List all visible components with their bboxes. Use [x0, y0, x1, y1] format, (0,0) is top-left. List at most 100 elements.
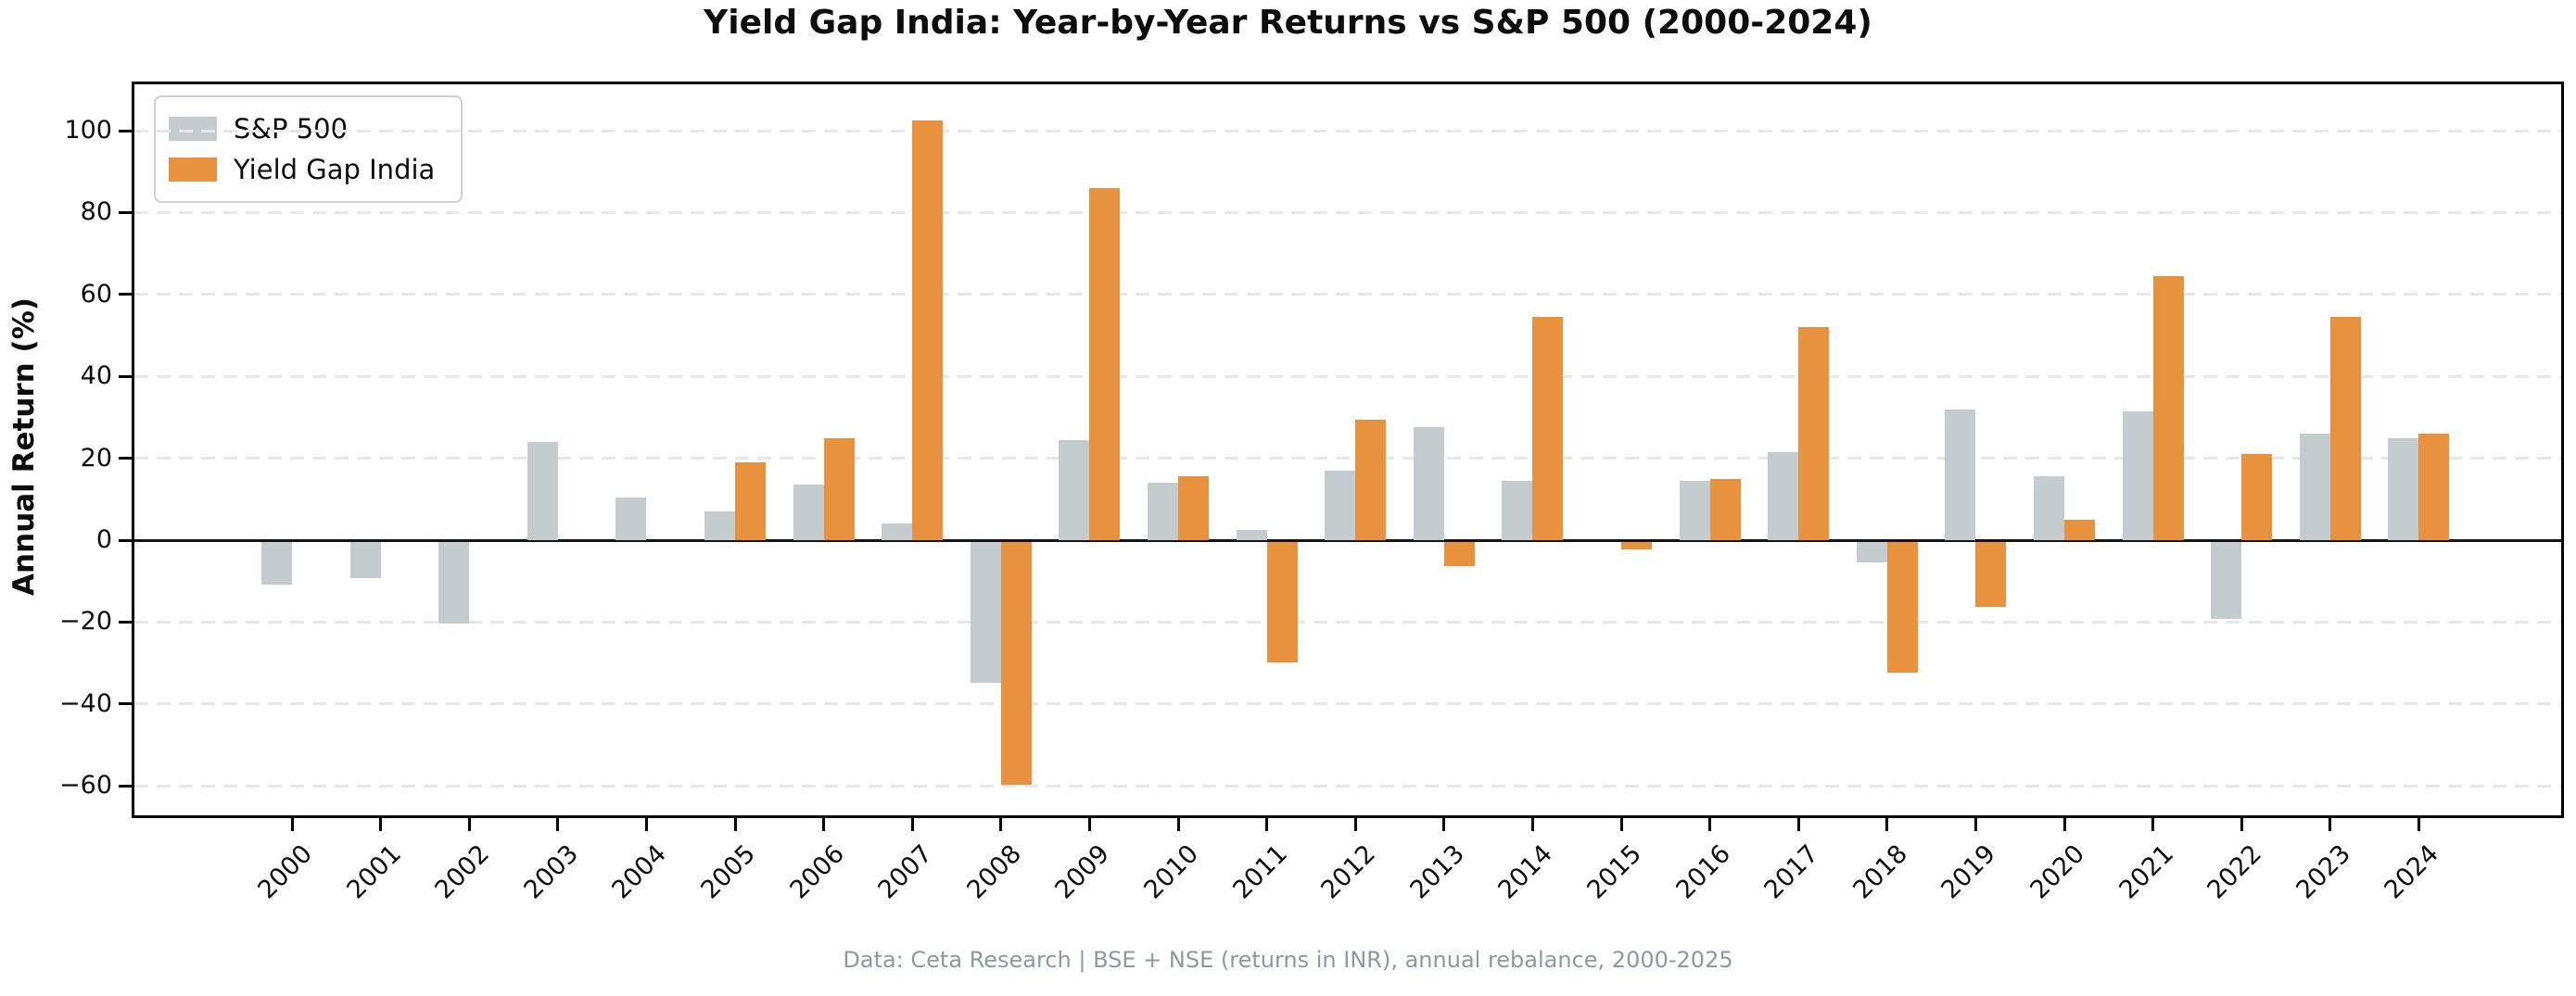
x-tick-label-2002: 2002 [429, 839, 496, 905]
bar-sp500-2001 [349, 541, 381, 579]
x-tick-mark-2009 [1087, 818, 1091, 831]
x-tick-mark-2011 [1265, 818, 1269, 831]
y-tick-mark--60 [119, 784, 132, 788]
gridline-y-80 [134, 210, 2561, 214]
bar-sp500-2004 [615, 497, 647, 540]
gridline-y--20 [134, 620, 2561, 624]
bar-sp500-2019 [1945, 409, 1976, 540]
bar-ygi-2024 [2418, 434, 2450, 540]
x-tick-mark-2017 [1796, 818, 1800, 831]
gridline-y-20 [134, 457, 2561, 460]
x-tick-mark-2015 [1619, 818, 1623, 831]
bar-sp500-2010 [1148, 483, 1178, 540]
bar-sp500-2011 [1236, 529, 1267, 540]
x-tick-mark-2004 [644, 818, 648, 831]
x-tick-mark-2016 [1708, 818, 1712, 831]
y-tick-mark--20 [119, 620, 132, 624]
bar-sp500-2018 [1856, 541, 1887, 562]
x-tick-mark-2013 [1442, 818, 1446, 831]
bar-ygi-2015 [1621, 541, 1652, 550]
x-tick-label-2015: 2015 [1581, 839, 1647, 905]
legend: S&P 500 Yield Gap India [154, 95, 463, 203]
x-tick-mark-2022 [2240, 818, 2243, 831]
legend-label-ygi: Yield Gap India [234, 154, 436, 185]
bar-ygi-2006 [823, 437, 855, 540]
y-tick-label-80: 80 [80, 197, 112, 227]
y-tick-label-0: 0 [95, 525, 112, 554]
x-tick-mark-2024 [2417, 818, 2420, 831]
x-tick-label-2012: 2012 [1315, 839, 1382, 905]
chart-title: Yield Gap India: Year-by-Year Returns vs… [704, 4, 1872, 42]
x-tick-mark-2007 [910, 818, 914, 831]
bar-ygi-2021 [2152, 275, 2184, 540]
legend-swatch-sp500 [169, 117, 217, 141]
x-tick-label-2022: 2022 [2202, 839, 2268, 905]
bar-ygi-2005 [735, 462, 766, 540]
bar-ygi-2011 [1266, 541, 1298, 662]
bar-ygi-2007 [912, 120, 944, 540]
x-tick-label-2016: 2016 [1670, 839, 1736, 905]
gridline-y--40 [134, 702, 2561, 706]
x-tick-label-2019: 2019 [1935, 839, 2002, 905]
x-tick-mark-2023 [2329, 818, 2332, 831]
bar-ygi-2023 [2329, 317, 2361, 540]
x-tick-label-2010: 2010 [1138, 839, 1204, 905]
x-tick-mark-2002 [467, 818, 471, 831]
bar-ygi-2014 [1532, 317, 1564, 540]
y-tick-label-100: 100 [64, 116, 112, 145]
x-tick-label-2006: 2006 [784, 839, 850, 905]
bar-ygi-2018 [1886, 541, 1918, 673]
bar-ygi-2019 [1975, 541, 2007, 608]
x-tick-mark-2000 [290, 818, 294, 831]
x-tick-label-2020: 2020 [2024, 839, 2090, 905]
bar-sp500-2021 [2122, 410, 2153, 540]
bar-sp500-2007 [882, 523, 913, 540]
x-tick-mark-2001 [379, 818, 383, 831]
x-tick-label-2018: 2018 [1847, 839, 1913, 905]
x-tick-mark-2010 [1176, 818, 1180, 831]
bar-sp500-2020 [2034, 476, 2064, 540]
bar-ygi-2020 [2064, 519, 2095, 540]
x-tick-label-2013: 2013 [1404, 839, 1470, 905]
bar-ygi-2016 [1709, 478, 1741, 540]
x-tick-label-2008: 2008 [961, 839, 1027, 905]
bar-sp500-2023 [2299, 434, 2330, 540]
legend-label-sp500: S&P 500 [234, 113, 349, 145]
x-tick-mark-2008 [999, 818, 1003, 831]
x-tick-label-2007: 2007 [872, 839, 939, 905]
bar-ygi-2022 [2241, 454, 2273, 540]
x-tick-label-2005: 2005 [695, 839, 761, 905]
bar-sp500-2014 [1502, 480, 1533, 540]
y-tick-mark-60 [119, 293, 132, 296]
gridline-y-100 [134, 129, 2561, 132]
x-tick-mark-2018 [1885, 818, 1889, 831]
x-tick-label-2004: 2004 [606, 839, 673, 905]
y-tick-label--20: −20 [59, 607, 112, 637]
x-tick-mark-2012 [1353, 818, 1357, 831]
bar-sp500-2003 [527, 441, 558, 540]
bar-sp500-2006 [793, 485, 824, 540]
bar-sp500-2016 [1679, 480, 1710, 540]
bar-ygi-2009 [1089, 187, 1121, 540]
gridline-y--60 [134, 784, 2561, 788]
y-tick-label-40: 40 [80, 361, 112, 391]
bar-sp500-2024 [2388, 437, 2419, 540]
gridline-y-40 [134, 374, 2561, 378]
y-tick-mark-20 [119, 457, 132, 460]
y-tick-mark-40 [119, 374, 132, 378]
bar-ygi-2012 [1355, 419, 1387, 540]
y-tick-label-20: 20 [80, 443, 112, 473]
y-tick-label--40: −40 [59, 688, 112, 718]
y-tick-mark-0 [119, 538, 132, 542]
bar-ygi-2017 [1798, 327, 1830, 540]
y-axis-label: Annual Return (%) [7, 297, 41, 596]
bar-sp500-2022 [2211, 541, 2242, 620]
x-tick-label-2011: 2011 [1227, 839, 1293, 905]
bar-sp500-2000 [261, 541, 292, 585]
x-tick-label-2014: 2014 [1492, 839, 1559, 905]
x-tick-label-2023: 2023 [2290, 839, 2356, 905]
x-tick-mark-2003 [556, 818, 560, 831]
x-tick-label-2003: 2003 [518, 839, 584, 905]
bar-sp500-2017 [1768, 451, 1799, 540]
